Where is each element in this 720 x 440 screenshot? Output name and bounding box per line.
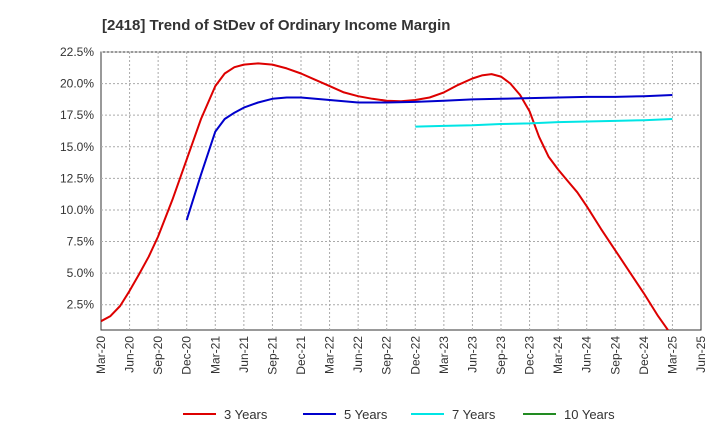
x-tick-label: Sep-23 [494, 336, 508, 375]
y-tick-label: 22.5% [60, 45, 94, 59]
y-tick-label: 7.5% [67, 235, 95, 249]
legend: 3 Years 5 Years 7 Years 10 Years [183, 407, 615, 422]
x-tick-label: Mar-25 [665, 336, 679, 374]
x-tick-label: Jun-20 [123, 336, 137, 373]
x-tick-label: Dec-21 [294, 336, 308, 375]
x-tick-label: Mar-21 [208, 336, 222, 374]
x-tick-label: Dec-23 [523, 336, 537, 375]
series-line-3-years [101, 62, 670, 330]
x-tick-label: Mar-20 [94, 336, 108, 374]
x-tick-label: Sep-20 [151, 336, 165, 375]
series-line-7-years [415, 118, 673, 128]
x-tick-label: Dec-20 [180, 336, 194, 375]
x-tick-label: Mar-22 [323, 336, 337, 374]
y-tick-label: 12.5% [60, 171, 94, 185]
x-tick-label: Dec-22 [408, 336, 422, 375]
x-tick-label: Jun-23 [465, 336, 479, 373]
grid [101, 51, 701, 330]
x-tick-label: Mar-24 [551, 336, 565, 374]
plot-area [100, 51, 702, 331]
y-tick-label: 15.0% [60, 140, 94, 154]
y-tick-label: 17.5% [60, 108, 94, 122]
x-tick-label: Jun-21 [237, 336, 251, 373]
y-tick-label: 2.5% [67, 298, 95, 312]
legend-label: 3 Years [224, 407, 268, 422]
series-line-5-years [185, 94, 673, 221]
x-tick-label: Dec-24 [637, 336, 651, 375]
y-tick-label: 5.0% [67, 266, 95, 280]
y-axis: 2.5% 5.0% 7.5% 10.0% 12.5% 15.0% 17.5% 20.0% 22.… [60, 45, 94, 312]
x-tick-label: Sep-22 [380, 336, 394, 375]
x-tick-label: Mar-23 [437, 336, 451, 374]
x-tick-label: Sep-21 [265, 336, 279, 375]
x-axis: Mar-20 Jun-20 Sep-20 Dec-20 Mar-21 Jun-21 Sep-… [94, 336, 708, 375]
legend-label: 7 Years [452, 407, 496, 422]
y-tick-label: 20.0% [60, 77, 94, 91]
series-lines [101, 62, 673, 330]
x-tick-label: Jun-25 [694, 336, 708, 373]
x-tick-label: Jun-24 [580, 336, 594, 373]
legend-label: 5 Years [344, 407, 388, 422]
y-tick-label: 10.0% [60, 203, 94, 217]
x-tick-label: Jun-22 [351, 336, 365, 373]
legend-label: 10 Years [564, 407, 615, 422]
chart-title: [2418] Trend of StDev of Ordinary Income… [102, 17, 450, 34]
x-tick-label: Sep-24 [608, 336, 622, 375]
